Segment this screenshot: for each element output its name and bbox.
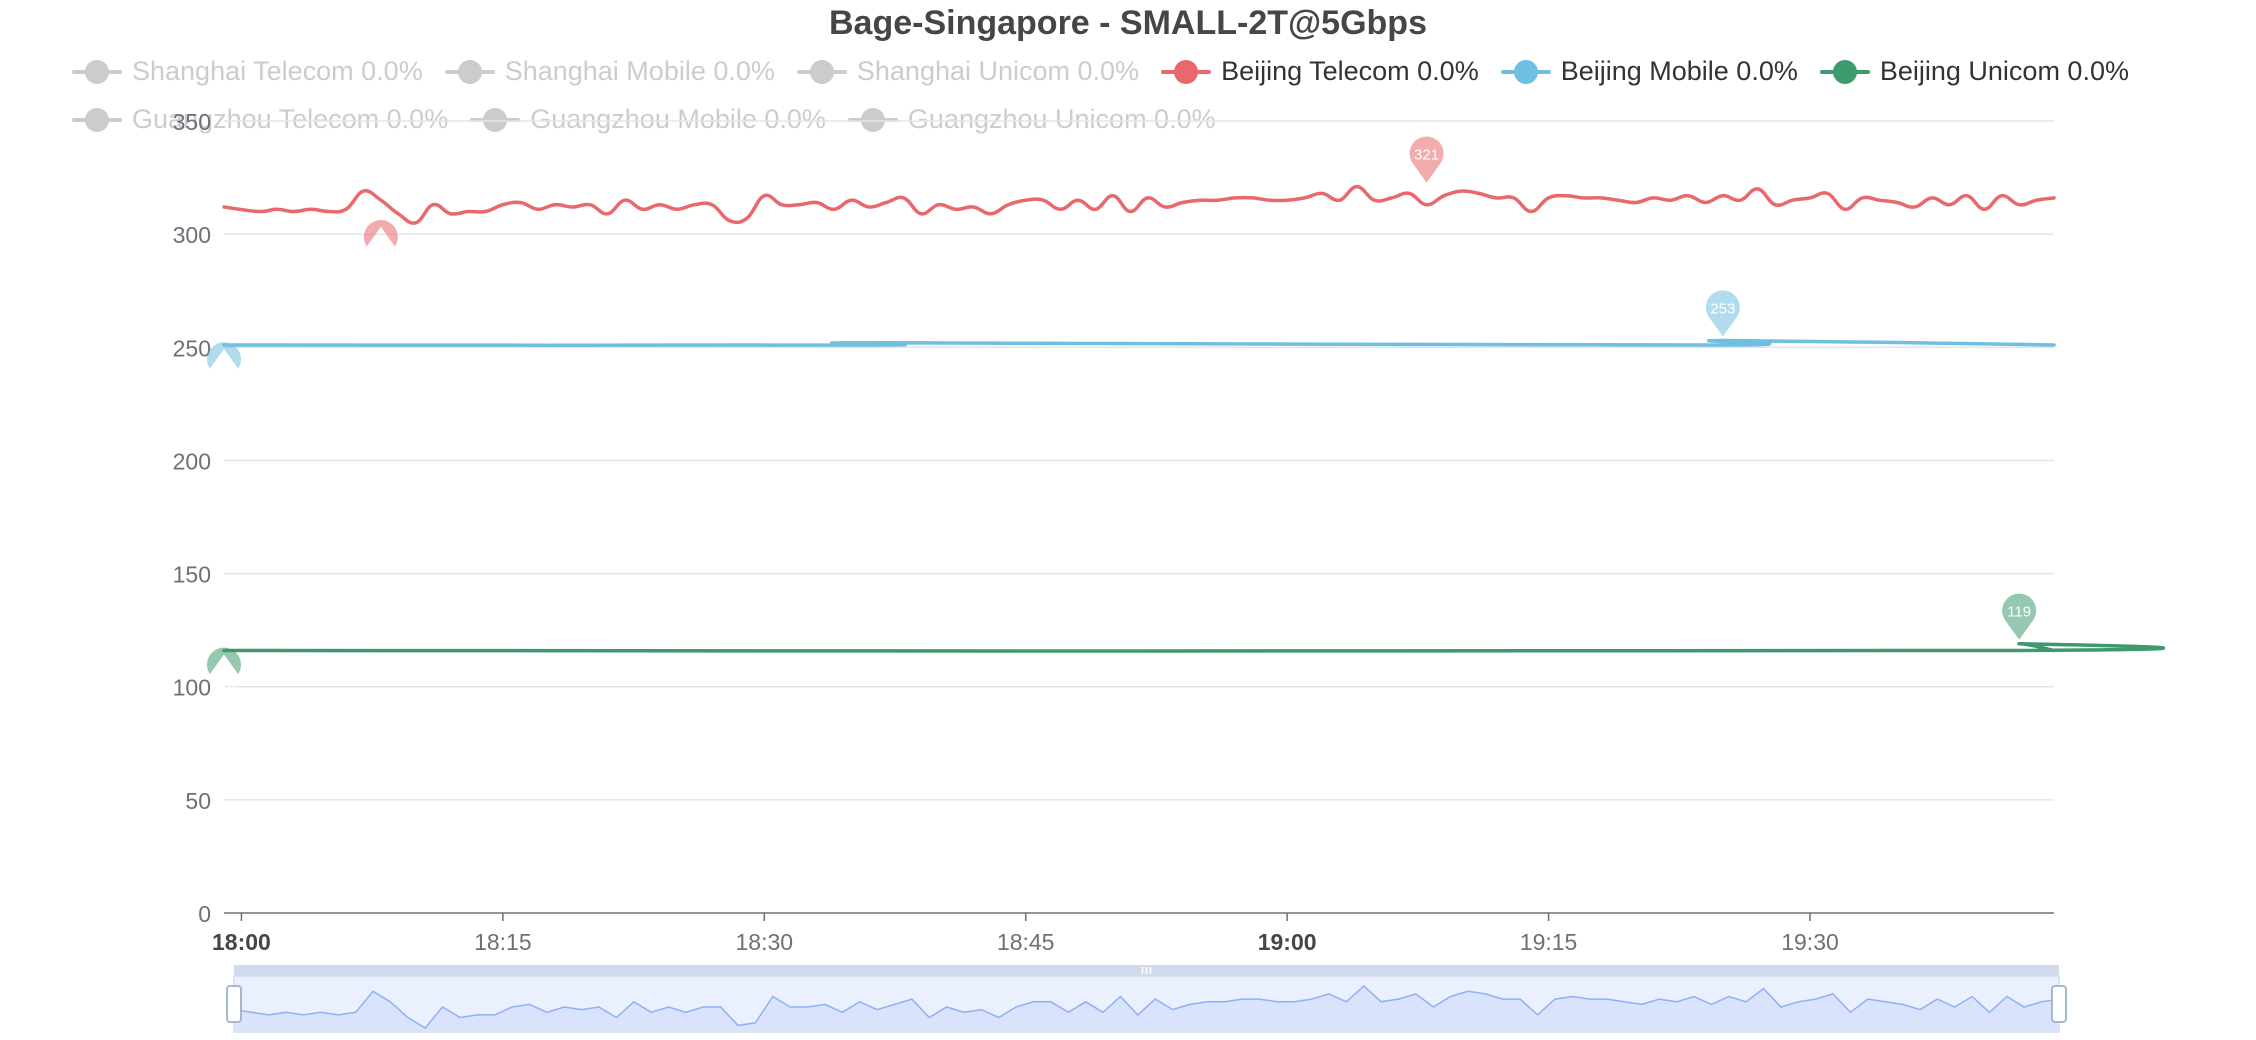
- legend-marker-icon: [847, 107, 898, 132]
- legend-marker-icon: [1500, 59, 1551, 84]
- legend-marker-icon: [470, 107, 521, 132]
- legend-item-shanghai-telecom[interactable]: Shanghai Telecom 0.0%: [72, 56, 423, 87]
- legend-item-beijing-unicom[interactable]: Beijing Unicom 0.0%: [1819, 56, 2129, 87]
- legend: Shanghai Telecom 0.0% Shanghai Mobile 0.…: [72, 56, 2151, 87]
- legend-marker-icon: [72, 59, 122, 84]
- legend-label: Guangzhou Telecom 0.0%: [132, 104, 449, 134]
- y-tick-label: 0: [198, 901, 211, 927]
- mark-point-label: 305: [368, 249, 393, 266]
- y-tick-label: 100: [173, 675, 211, 701]
- series-line-beijing-mobile: [222, 338, 2056, 347]
- mark-point-label: 321: [1414, 147, 1439, 164]
- legend-item-guangzhou-unicom[interactable]: Guangzhou Unicom 0.0%: [847, 104, 1216, 135]
- mark-point-label: 116: [212, 677, 236, 694]
- legend-marker-icon: [444, 59, 495, 84]
- chart-title: Bage-Singapore - SMALL-2T@5Gbps: [829, 4, 1427, 42]
- x-tick-label: 18:30: [736, 929, 794, 955]
- x-tick-label: 19:15: [1520, 929, 1578, 955]
- y-tick-label: 150: [173, 562, 211, 588]
- legend-label: Guangzhou Mobile 0.0%: [530, 104, 826, 134]
- mark-point-pin: [207, 342, 242, 369]
- mark-point-pin: [1409, 136, 1444, 183]
- mark-point-label: 119: [2007, 604, 2031, 621]
- legend-marker-icon: [1161, 59, 1212, 84]
- x-tick-label: 18:15: [474, 929, 532, 955]
- legend-item-beijing-telecom[interactable]: Beijing Telecom 0.0%: [1161, 56, 1479, 87]
- legend-marker-icon: [796, 59, 847, 84]
- x-tick-label: 19:00: [1258, 929, 1317, 955]
- data-zoom-end-handle[interactable]: [2051, 985, 2067, 1023]
- legend-label: Beijing Mobile 0.0%: [1560, 56, 1798, 86]
- legend-item-guangzhou-mobile[interactable]: Guangzhou Mobile 0.0%: [470, 104, 826, 135]
- mark-point-pin: [207, 647, 241, 675]
- legend-marker-icon: [72, 107, 122, 132]
- mark-point-pin: [363, 219, 398, 247]
- legend-item-guangzhou-telecom[interactable]: Guangzhou Telecom 0.0%: [72, 104, 448, 135]
- mark-point-pin: [2002, 593, 2037, 640]
- x-tick-label: 18:00: [212, 929, 271, 955]
- x-tick-label: 18:45: [997, 929, 1055, 955]
- legend-label: Shanghai Unicom 0.0%: [856, 56, 1140, 86]
- data-zoom-shadow-area: [234, 986, 2059, 1032]
- mark-point-label: 251: [211, 371, 236, 388]
- data-zoom-start-handle[interactable]: [226, 985, 242, 1023]
- legend-label: Shanghai Mobile 0.0%: [504, 56, 775, 86]
- mark-point-pin: [1705, 290, 1740, 337]
- legend-label: Beijing Unicom 0.0%: [1879, 56, 2129, 86]
- y-tick-label: 50: [185, 788, 211, 814]
- legend-label: Shanghai Telecom 0.0%: [132, 56, 423, 86]
- mark-point-label: 253: [1710, 300, 1735, 317]
- legend-label: Guangzhou Unicom 0.0%: [907, 104, 1216, 134]
- y-tick-label: 350: [173, 109, 211, 135]
- x-tick-label: 19:30: [1781, 929, 1839, 955]
- legend-item-shanghai-mobile[interactable]: Shanghai Mobile 0.0%: [444, 56, 775, 87]
- series-line-beijing-unicom: [222, 641, 2166, 653]
- y-tick-label: 300: [173, 222, 211, 248]
- y-tick-label: 200: [173, 448, 211, 474]
- legend-marker-icon: [1819, 59, 1870, 84]
- legend-row-2: Guangzhou Telecom 0.0% Guangzhou Mobile …: [72, 104, 1238, 135]
- data-zoom-shadow-line: [233, 984, 2060, 1029]
- y-tick-label: 250: [173, 335, 211, 361]
- legend-item-beijing-mobile[interactable]: Beijing Mobile 0.0%: [1500, 56, 1798, 87]
- legend-item-shanghai-unicom[interactable]: Shanghai Unicom 0.0%: [796, 56, 1140, 87]
- legend-label: Beijing Telecom 0.0%: [1221, 56, 1479, 86]
- series-line-beijing-telecom: [222, 184, 2056, 225]
